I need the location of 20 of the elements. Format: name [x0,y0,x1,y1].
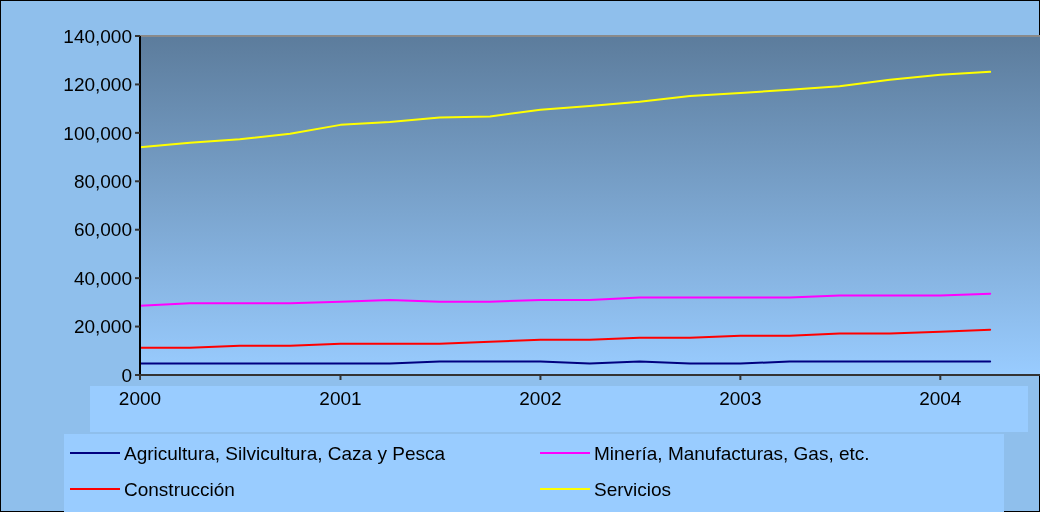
y-tick-label: 140,000 [63,25,132,47]
x-tick-label: 2002 [519,388,562,409]
legend-label: Minería, Manufacturas, Gas, etc. [594,442,870,464]
y-tick-label: 0 [121,364,132,386]
line-series [139,70,992,149]
y-tick-label: 120,000 [63,74,132,96]
x-tick-label: 2004 [919,388,962,409]
y-tick-label: 40,000 [73,267,132,289]
legend-label: Construcción [124,478,235,500]
y-tick-label: 60,000 [73,219,132,241]
y-tick-label: 80,000 [73,170,132,192]
x-tick-label: 2003 [719,388,762,409]
y-tick-label: 100,000 [63,122,132,144]
y-tick-label: 20,000 [73,316,132,338]
legend-label: Servicios [594,478,672,500]
x-tick-label: 2001 [319,388,362,409]
x-tick-label: 2000 [118,388,162,409]
line-series [139,328,992,349]
line-series [139,292,992,307]
legend-label: Agricultura, Silvicultura, Caza y Pesca [124,442,446,464]
